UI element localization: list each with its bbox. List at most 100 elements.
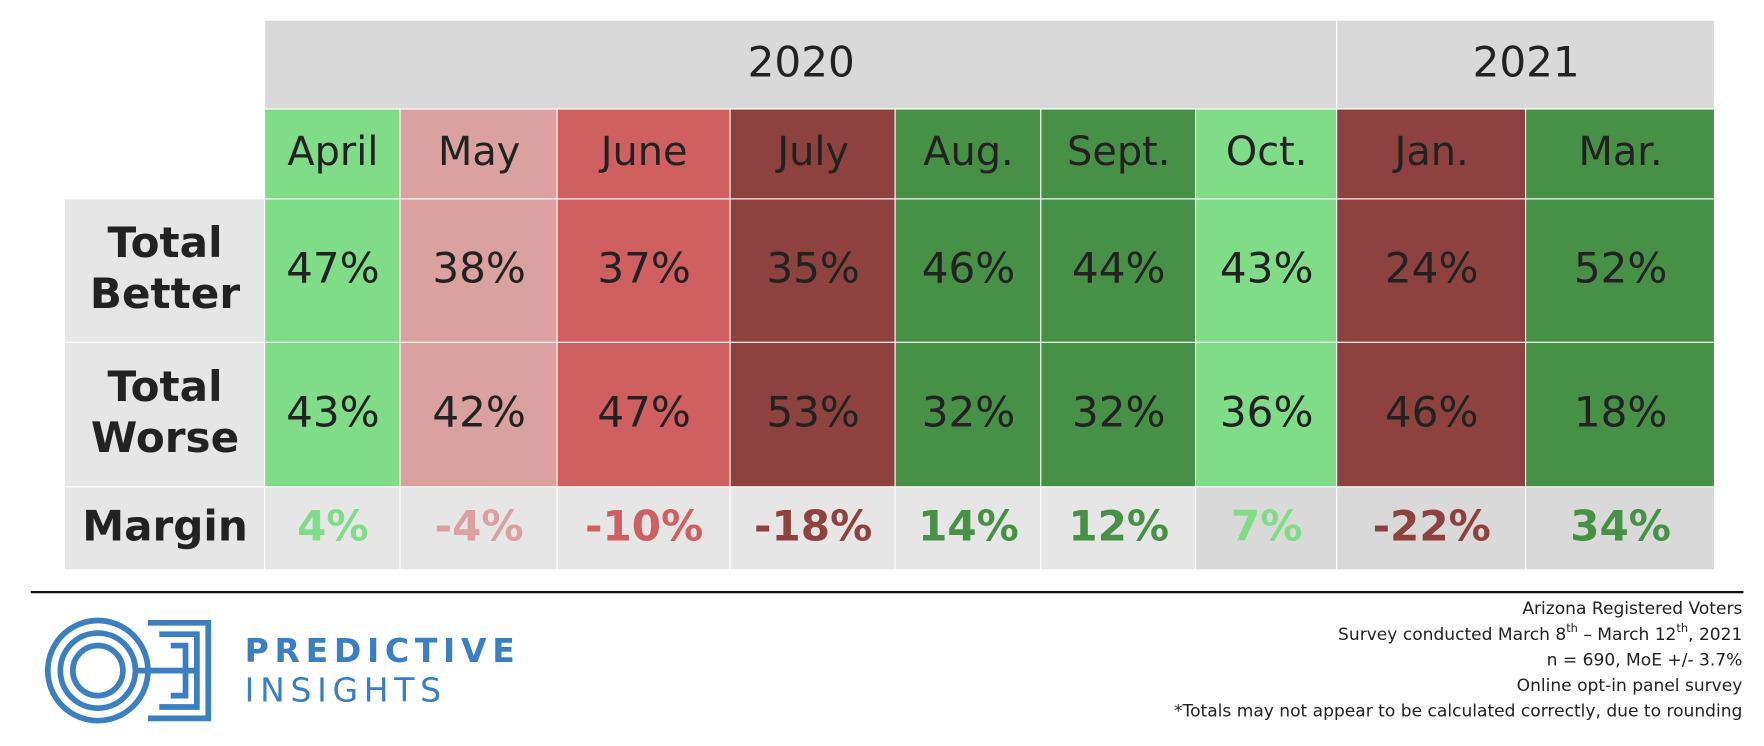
footnote: n = 690, MoE +/- 3.7% — [1547, 650, 1743, 670]
value-cell — [557, 342, 730, 487]
value: 36% — [1220, 388, 1314, 437]
superscript: th — [1676, 620, 1688, 634]
margin-value: 14% — [918, 501, 1019, 550]
margin-value: -4% — [435, 501, 524, 550]
value-cell — [1041, 199, 1195, 342]
footnote: Survey conducted March 8th – March 12th,… — [1338, 620, 1742, 644]
value-cell — [1337, 342, 1526, 487]
month-cell — [1041, 109, 1195, 199]
month-cell — [730, 109, 895, 199]
month-cell — [1526, 109, 1714, 199]
margin-value: 7% — [1231, 501, 1302, 550]
value: 46% — [1385, 388, 1479, 437]
month-cell — [400, 109, 557, 199]
month-label: Aug. — [923, 129, 1013, 175]
value: 52% — [1574, 244, 1668, 293]
value-cell — [895, 342, 1041, 487]
margin-cell — [1526, 487, 1714, 570]
footnote-part: – March 12 — [1578, 625, 1677, 645]
year-cell — [265, 20, 1337, 109]
footnote: Online opt-in panel survey — [1517, 676, 1743, 696]
footnote-part: Arizona Registered Voters — [1522, 599, 1742, 619]
month-cell — [1337, 109, 1526, 199]
month-cell — [557, 109, 730, 199]
value-cell — [1041, 342, 1195, 487]
value: 46% — [922, 244, 1016, 293]
row-label: Total — [108, 362, 223, 411]
margin-value: 4% — [297, 501, 368, 550]
value-cell — [895, 199, 1041, 342]
value-cell — [400, 199, 557, 342]
month-cell — [1196, 109, 1337, 199]
row-label: Margin — [82, 501, 248, 550]
year-label: 2020 — [748, 38, 855, 87]
value-cell — [1196, 342, 1337, 487]
month-label: April — [287, 129, 378, 175]
value: 24% — [1385, 244, 1479, 293]
value: 35% — [766, 244, 860, 293]
row-label-cell — [64, 342, 265, 487]
value: 18% — [1574, 388, 1668, 437]
logo-text: INSIGHTS — [245, 671, 447, 710]
value: 32% — [922, 388, 1016, 437]
value: 47% — [597, 388, 691, 437]
margin-value: -10% — [585, 501, 703, 550]
value-cell — [1526, 199, 1714, 342]
year-label: 2021 — [1473, 38, 1580, 87]
footnote-part: Online opt-in panel survey — [1517, 676, 1743, 696]
margin-value: -22% — [1373, 501, 1491, 550]
month-label: Mar. — [1579, 129, 1663, 175]
margin-cell — [1196, 487, 1337, 570]
value: 37% — [597, 244, 691, 293]
month-label: Sept. — [1067, 129, 1170, 175]
month-label: June — [598, 129, 688, 175]
margin-cell — [895, 487, 1041, 570]
row-label: Total — [108, 218, 223, 267]
value: 32% — [1072, 388, 1166, 437]
value-cell — [1196, 199, 1337, 342]
superscript: th — [1566, 620, 1578, 634]
margin-cell — [265, 487, 400, 570]
value-cell — [557, 199, 730, 342]
margin-cell — [730, 487, 895, 570]
month-label: July — [774, 129, 849, 175]
footnote: *Totals may not appear to be calculated … — [1174, 702, 1742, 722]
value: 44% — [1072, 244, 1166, 293]
month-cell — [895, 109, 1041, 199]
margin-cell — [400, 487, 557, 570]
value-cell — [730, 199, 895, 342]
margin-cell — [557, 487, 730, 570]
margin-value: 12% — [1068, 501, 1169, 550]
value: 43% — [286, 388, 380, 437]
year-cell — [1337, 20, 1714, 109]
month-label: Oct. — [1226, 129, 1308, 175]
row-label: Worse — [91, 413, 239, 462]
logo-mark — [44, 617, 212, 724]
row-label-cell — [64, 487, 265, 570]
footnote-part: Survey conducted March 8 — [1338, 625, 1566, 645]
footnote-part: n = 690, MoE +/- 3.7% — [1547, 650, 1743, 670]
value-cell — [265, 199, 400, 342]
value: 42% — [432, 388, 526, 437]
month-label: Jan. — [1392, 129, 1469, 175]
value: 53% — [766, 388, 860, 437]
value-cell — [400, 342, 557, 487]
value-cell — [1337, 199, 1526, 342]
value: 47% — [286, 244, 380, 293]
footnote: Arizona Registered Voters — [1522, 599, 1742, 619]
row-label: Better — [90, 269, 240, 318]
margin-value: 34% — [1570, 501, 1671, 550]
month-cell — [265, 109, 400, 199]
value-cell — [265, 342, 400, 487]
value-cell — [1526, 342, 1714, 487]
margin-cell — [1337, 487, 1526, 570]
footnote-part: *Totals may not appear to be calculated … — [1174, 702, 1742, 722]
logo-text: PREDICTIVE — [245, 631, 521, 670]
value: 38% — [432, 244, 526, 293]
footnote-part: , 2021 — [1688, 625, 1742, 645]
margin-cell — [1041, 487, 1195, 570]
value: 43% — [1220, 244, 1314, 293]
row-label-cell — [64, 199, 265, 342]
month-label: May — [438, 129, 520, 175]
